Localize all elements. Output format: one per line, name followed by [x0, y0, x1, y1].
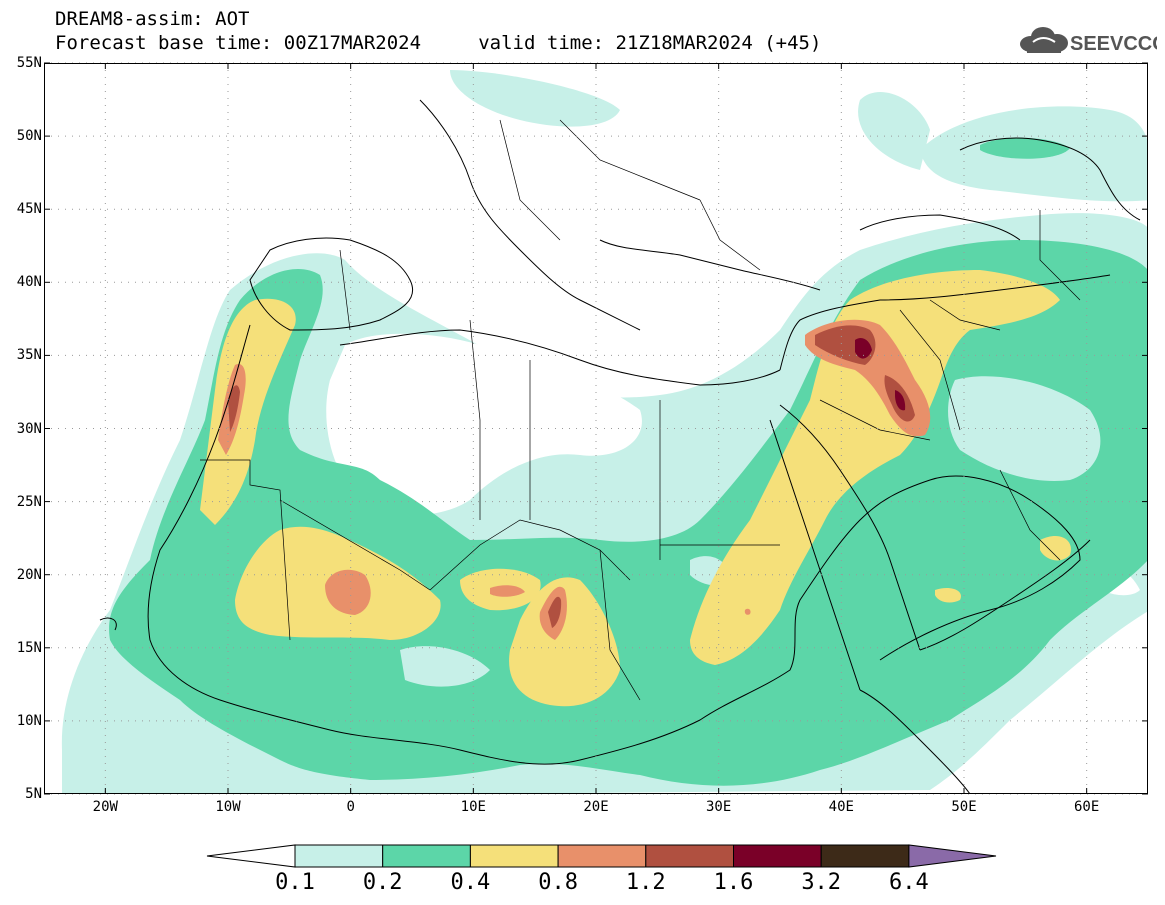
colorbar-swatch	[820, 844, 910, 868]
lon-label: 0	[346, 799, 355, 815]
colorbar-level-label: 1.2	[625, 870, 666, 895]
cloud-icon	[1020, 27, 1068, 53]
lon-label: 40E	[828, 799, 854, 815]
aot-level-1.6	[855, 338, 906, 411]
lon-label: 10E	[460, 799, 486, 815]
colorbar-swatch	[557, 844, 647, 868]
lat-label: 10N	[16, 712, 42, 729]
colorbar-level-label: 1.6	[713, 870, 754, 895]
colorbar-swatch	[294, 844, 384, 868]
logo-text: SEEVCCC	[1070, 33, 1157, 55]
colorbar-swatch	[382, 844, 471, 868]
lat-label: 25N	[16, 493, 42, 510]
lat-label: 30N	[16, 420, 42, 437]
lon-label: 10W	[215, 799, 241, 815]
colorbar-high-arrow	[908, 844, 997, 868]
colorbar-level-label: 0.2	[362, 870, 403, 895]
lon-label: 50E	[951, 799, 977, 815]
lat-label: 20N	[16, 566, 42, 583]
lon-label: 60E	[1074, 799, 1100, 815]
map-grid	[44, 62, 1148, 795]
country-borders	[200, 119, 1081, 701]
colorbar-swatch	[733, 844, 822, 868]
map-title: DREAM8-assim: AOT	[55, 8, 250, 30]
lat-label: 55N	[16, 55, 42, 71]
lat-label: 15N	[16, 639, 42, 656]
colorbar-low-arrow	[206, 844, 296, 868]
colorbar-level-label: 0.8	[538, 870, 578, 895]
colorbar-level-label: 3.2	[801, 870, 842, 895]
lat-label: 50N	[16, 128, 42, 145]
colorbar-swatch	[645, 844, 734, 868]
forecast-times: Forecast base time: 00Z17MAR2024 valid t…	[55, 32, 822, 54]
lat-label: 35N	[16, 347, 42, 364]
lon-label: 30E	[706, 799, 732, 815]
colorbar-swatch	[469, 844, 559, 868]
colorbar-level-label: 6.4	[889, 870, 929, 895]
colorbar-level-label: 0.4	[450, 870, 491, 895]
seevccc-logo: SEEVCCC	[1020, 27, 1157, 55]
colorbar-level-label: 0.1	[275, 870, 315, 895]
axis-ticks	[44, 62, 1148, 795]
lat-label: 40N	[16, 274, 42, 291]
lat-label: 45N	[16, 201, 42, 218]
lat-label: 5N	[25, 786, 42, 802]
lon-label: 20E	[583, 799, 609, 815]
lon-label: 20W	[92, 799, 118, 815]
coastlines	[99, 99, 1141, 794]
aot-field	[61, 70, 1148, 794]
